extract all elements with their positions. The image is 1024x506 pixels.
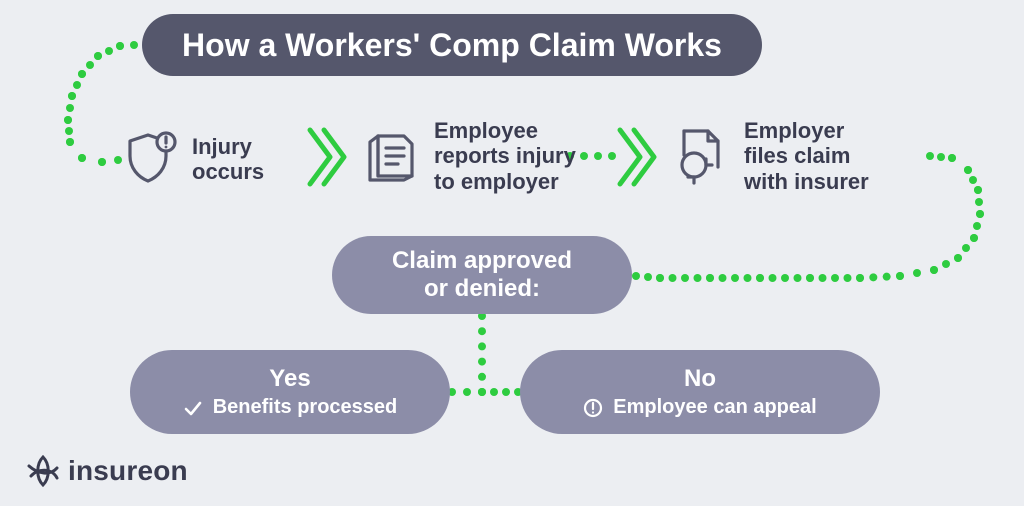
decision-label: Claim approved or denied:: [392, 247, 572, 302]
file-refresh-icon: [674, 125, 730, 187]
document-icon: [364, 126, 420, 186]
step-file-label: Employer files claim with insurer: [744, 118, 869, 194]
brand-logo: insureon: [26, 454, 188, 488]
step-injury-label: Injury occurs: [192, 134, 264, 185]
title-pill: How a Workers' Comp Claim Works: [142, 14, 762, 76]
yes-title: Yes: [269, 365, 310, 393]
no-pill: No Employee can appeal: [520, 350, 880, 434]
no-sub: Employee can appeal: [613, 396, 816, 419]
step-injury: Injury occurs: [124, 130, 264, 188]
shield-alert-icon: [124, 130, 178, 188]
step-report-label: Employee reports injury to employer: [434, 118, 576, 194]
step-report: Employee reports injury to employer: [364, 118, 576, 194]
chevron-2: [614, 124, 658, 190]
brand-name: insureon: [68, 455, 188, 487]
alert-circle-icon: [583, 398, 603, 418]
decision-pill: Claim approved or denied:: [332, 236, 632, 314]
yes-sub: Benefits processed: [213, 396, 398, 419]
chevron-1: [304, 124, 348, 190]
brand-mark-icon: [26, 454, 60, 488]
check-icon: [183, 398, 203, 418]
no-title: No: [684, 365, 716, 393]
yes-pill: Yes Benefits processed: [130, 350, 450, 434]
step-file: Employer files claim with insurer: [674, 118, 869, 194]
title-text: How a Workers' Comp Claim Works: [182, 27, 722, 64]
